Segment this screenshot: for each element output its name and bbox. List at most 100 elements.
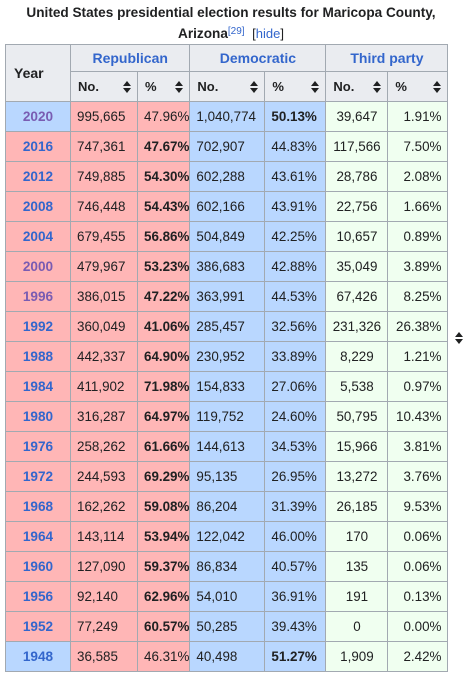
hide-link[interactable]: hide [255,26,281,41]
third-no-header[interactable]: No. [325,71,389,102]
rep-votes-cell: 77,249 [70,611,138,642]
table-row: 2012 749,885 54.30% 602,288 43.61% 28,786 2.08… [5,161,449,192]
dem-pct-cell: 26.95% [264,461,327,492]
dem-pct-cell: 34.53% [264,431,327,462]
table-body: 2020 995,665 47.96% 1,040,774 50.13% 39,647 1.… [5,101,449,672]
year-header[interactable]: Year [5,44,463,344]
third-pct-cell: 0.13% [387,581,449,612]
year-cell[interactable]: 2020 [5,101,71,132]
sort-icon[interactable] [311,80,320,93]
table-row: 1964 143,114 53.94% 122,042 46.00% 170 0.06% [5,521,449,552]
dem-votes-cell: 602,166 [189,191,266,222]
year-cell[interactable]: 1960 [5,551,71,582]
table-row: 1968 162,262 59.08% 86,204 31.39% 26,185 9.53% [5,491,449,522]
rep-votes-cell: 746,448 [70,191,138,222]
year-cell[interactable]: 1972 [5,461,71,492]
third-votes-cell: 170 [325,521,389,552]
third-pct-cell: 9.53% [387,491,449,522]
year-cell[interactable]: 2004 [5,221,71,252]
sort-icon[interactable] [123,80,131,93]
dem-pct-cell: 42.25% [264,221,327,252]
year-cell[interactable]: 1984 [5,371,71,402]
year-cell[interactable]: 1948 [5,641,71,672]
hide-toggle: [hide] [252,26,284,41]
table-row: 2016 747,361 47.67% 702,907 44.83% 117,566 7.5… [5,131,449,162]
year-cell[interactable]: 1988 [5,341,71,372]
rep-pct-cell: 53.23% [136,251,191,282]
year-cell[interactable]: 1992 [5,311,71,342]
rep-pct-cell: 41.06% [136,311,191,342]
year-cell[interactable]: 2016 [5,131,71,162]
third-pct-cell: 0.06% [387,521,449,552]
rep-pct-header[interactable]: % [136,71,191,102]
year-cell[interactable]: 1952 [5,611,71,642]
sort-icon[interactable] [373,80,382,93]
table-row: 1988 442,337 64.90% 230,952 33.89% 8,229 1.21% [5,341,449,372]
third-votes-cell: 231,326 [325,311,389,342]
sort-icon[interactable] [455,331,463,344]
third-votes-cell: 67,426 [325,281,389,312]
year-cell[interactable]: 2012 [5,161,71,192]
year-cell[interactable]: 1968 [5,491,71,522]
rep-pct-cell: 64.90% [136,341,191,372]
sort-icon[interactable] [175,80,184,93]
rep-votes-cell: 143,114 [70,521,138,552]
year-cell[interactable]: 1956 [5,581,71,612]
third-votes-cell: 0 [325,611,389,642]
dem-pct-cell: 31.39% [264,491,327,522]
third-pct-cell: 0.06% [387,551,449,582]
table-row: 1984 411,902 71.98% 154,833 27.06% 5,538 0.97% [5,371,449,402]
reference-link[interactable]: [29] [227,26,245,37]
rep-votes-cell: 244,593 [70,461,138,492]
rep-pct-cell: 69.29% [136,461,191,492]
year-cell[interactable]: 1976 [5,431,71,462]
rep-pct-cell: 47.96% [136,101,191,132]
year-cell[interactable]: 1980 [5,401,71,432]
dem-votes-cell: 95,135 [189,461,266,492]
dem-votes-cell: 230,952 [189,341,266,372]
rep-pct-cell: 47.67% [136,131,191,162]
rep-pct-cell: 56.86% [136,221,191,252]
dem-pct-header[interactable]: % [264,71,327,102]
table-row: 2008 746,448 54.43% 602,166 43.91% 22,756 1.66… [5,191,449,222]
rep-votes-cell: 360,049 [70,311,138,342]
rep-pct-cell: 53.94% [136,521,191,552]
third-pct-header[interactable]: % [387,71,449,102]
dem-votes-cell: 40,498 [189,641,266,672]
year-cell[interactable]: 2008 [5,191,71,222]
republican-header[interactable]: Republican [69,44,191,72]
rep-votes-cell: 258,262 [70,431,138,462]
dem-pct-cell: 44.83% [264,131,327,162]
rep-pct-cell: 61.66% [136,431,191,462]
rep-votes-cell: 36,585 [70,641,138,672]
third-votes-cell: 22,756 [325,191,389,222]
dem-no-header[interactable]: No. [189,71,266,102]
sort-icon[interactable] [433,80,442,93]
dem-pct-cell: 46.00% [264,521,327,552]
rep-votes-cell: 386,015 [70,281,138,312]
rep-votes-cell: 679,455 [70,221,138,252]
third-pct-cell: 0.89% [387,221,449,252]
rep-votes-cell: 442,337 [70,341,138,372]
year-cell[interactable]: 2000 [5,251,71,282]
democratic-header[interactable]: Democratic [189,44,327,72]
rep-no-header[interactable]: No. [70,71,138,102]
dem-votes-cell: 285,457 [189,311,266,342]
third-votes-cell: 13,272 [325,461,389,492]
third-pct-cell: 2.42% [387,641,449,672]
dem-pct-cell: 40.57% [264,551,327,582]
third-votes-cell: 1,909 [325,641,389,672]
third-party-header[interactable]: Third party [325,44,449,72]
dem-votes-cell: 702,907 [189,131,266,162]
rep-pct-cell: 71.98% [136,371,191,402]
year-cell[interactable]: 1996 [5,281,71,312]
sort-icon[interactable] [250,80,259,93]
third-votes-cell: 35,049 [325,251,389,282]
table-row: 1976 258,262 61.66% 144,613 34.53% 15,966 3.81… [5,431,449,462]
table-row: 1980 316,287 64.97% 119,752 24.60% 50,795 10.4… [5,401,449,432]
rep-pct-cell: 54.43% [136,191,191,222]
third-pct-cell: 1.21% [387,341,449,372]
year-cell[interactable]: 1964 [5,521,71,552]
dem-pct-cell: 50.13% [264,101,327,132]
table-row: 1972 244,593 69.29% 95,135 26.95% 13,272 3.76% [5,461,449,492]
